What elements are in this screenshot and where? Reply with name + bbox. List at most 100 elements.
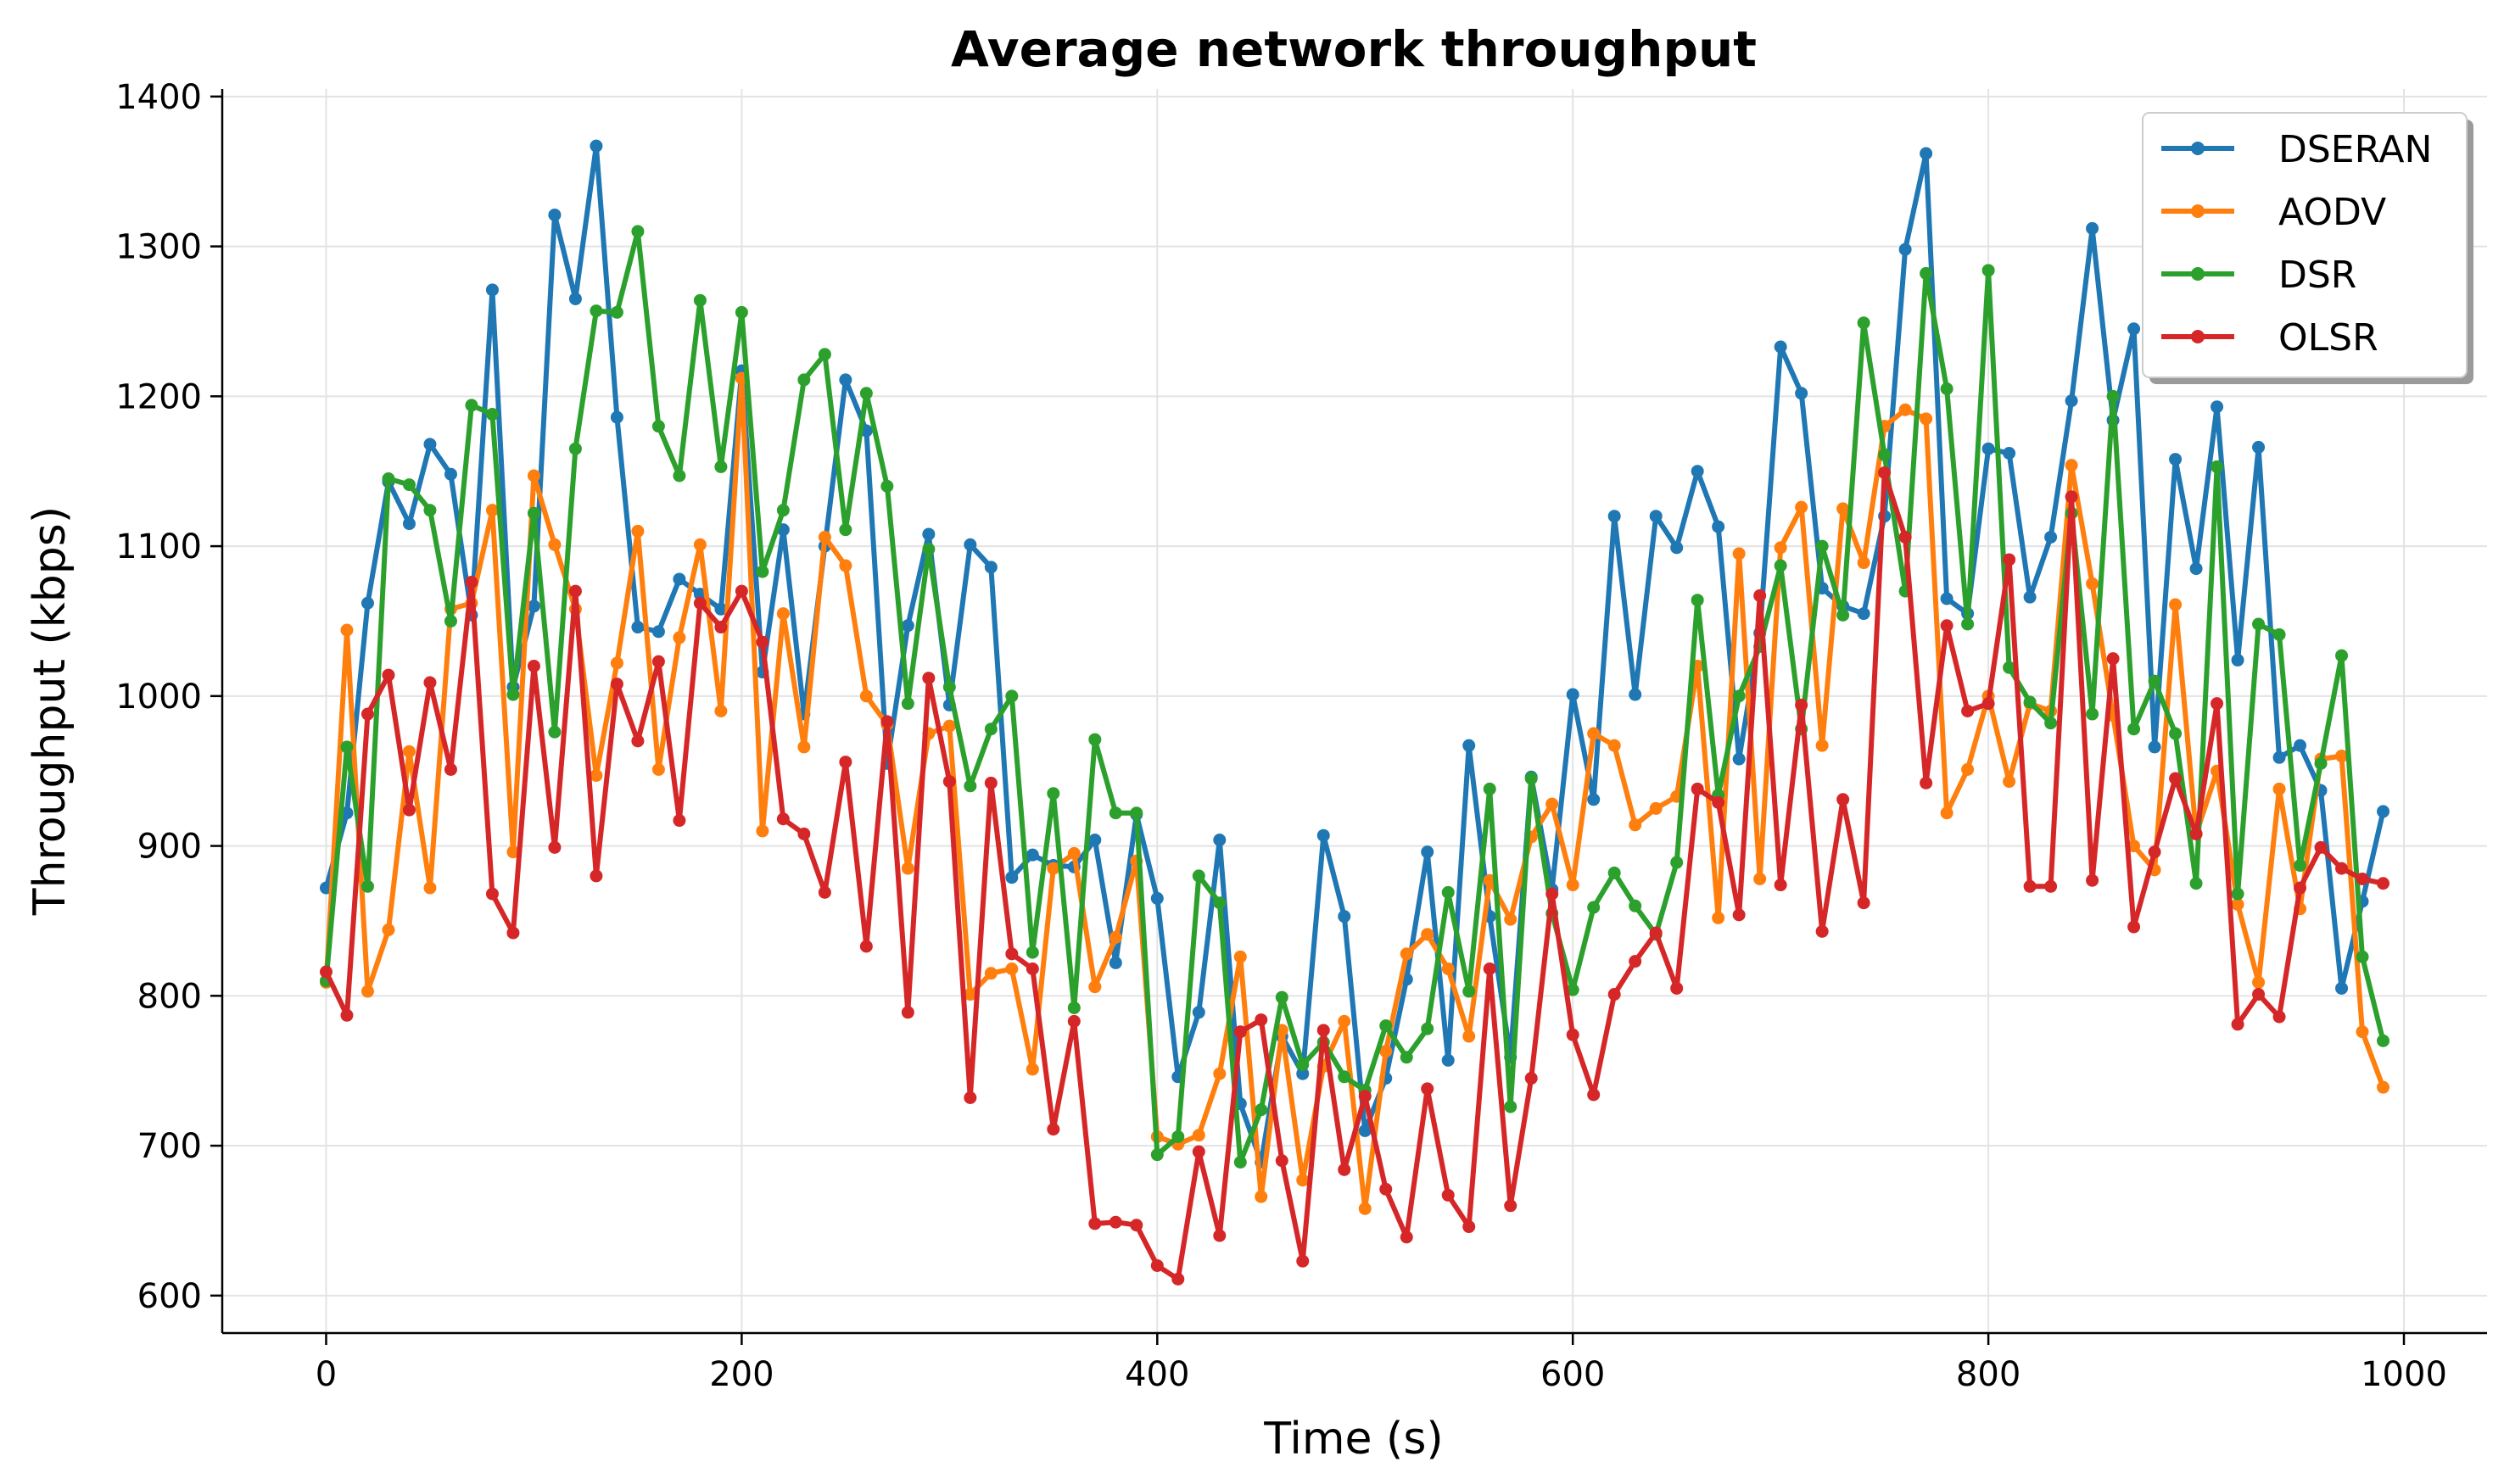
data-point-dseran [2231,653,2244,667]
y-tick-label: 1100 [115,527,202,566]
data-point-dsr [1150,1148,1164,1162]
data-point-dsr [1483,782,1496,795]
data-point-dsr [922,543,936,556]
data-point-dseran [1462,739,1476,752]
data-point-dsr [1462,985,1476,998]
data-point-olsr [2148,845,2161,859]
data-point-aodv [1233,950,1247,963]
series-dsr [319,225,2390,1169]
data-point-dsr [1920,266,1933,280]
data-point-olsr [382,668,395,682]
data-point-olsr [1067,1014,1081,1028]
data-point-olsr [1462,1220,1476,1234]
data-point-dseran [1109,956,1122,969]
data-point-dseran [901,619,914,633]
data-point-dseran [2252,440,2266,454]
data-point-aodv [1047,862,1060,875]
data-point-dseran [1005,871,1019,884]
data-point-aodv [776,607,790,621]
data-point-olsr [2356,872,2369,885]
data-point-olsr [1920,776,1933,789]
data-point-dseran [1316,828,1330,842]
series-olsr [319,466,2390,1286]
data-point-dsr [2169,727,2183,740]
series-line-aodv [323,376,2386,1212]
data-point-aodv [2086,577,2099,590]
data-point-dseran [590,139,603,153]
data-point-dsr [1192,869,1205,883]
data-point-dseran [984,561,998,574]
data-point-dsr [942,680,956,694]
y-tick-label: 800 [137,977,202,1016]
data-point-olsr [693,596,707,610]
data-point-dseran [1857,607,1870,621]
data-point-dsr [880,479,894,493]
data-point-dsr [1607,866,1621,879]
data-point-olsr [1587,1088,1601,1102]
data-point-aodv [651,762,665,776]
data-point-dseran [361,596,374,610]
data-point-dsr [631,225,645,238]
x-tick-label: 200 [709,1355,774,1394]
data-point-dseran [1940,592,1953,605]
data-point-aodv [1421,928,1434,941]
data-point-dseran [2211,400,2224,414]
data-point-aodv [1940,806,1953,820]
data-point-aodv [1920,412,1933,426]
data-point-aodv [1255,1190,1268,1203]
data-point-olsr [1629,955,1642,968]
axes: 0 200 400 600 800 1000 600 700 800 900 1000 1100 120… [115,78,2487,1394]
data-point-dseran [444,467,457,481]
data-point-olsr [2086,873,2099,887]
data-point-dsr [1857,316,1870,330]
y-tick-label: 600 [137,1277,202,1316]
data-point-dsr [2294,859,2307,873]
data-point-dseran [1088,834,1102,847]
data-point-olsr [2003,553,2016,566]
data-point-aodv [1005,962,1019,976]
data-point-dsr [735,305,748,319]
data-point-olsr [1691,782,1704,795]
data-point-aodv [631,524,645,538]
data-point-dsr [651,420,665,433]
data-point-aodv [1213,1067,1227,1080]
data-point-aodv [673,631,686,644]
data-point-dseran [631,621,645,634]
data-point-dsr [1005,689,1019,703]
data-point-dsr [1109,806,1122,820]
data-point-olsr [361,707,374,721]
data-point-dsr [1067,1001,1081,1014]
data-point-dsr [361,879,374,893]
data-point-olsr [590,869,603,883]
data-point-dseran [1192,1006,1205,1019]
data-point-dsr [1504,1100,1517,1113]
legend-label-dseran: DSERAN [2278,128,2432,171]
legend: DSERAN AODV DSR OLSR [2142,112,2473,384]
data-point-olsr [2294,881,2307,895]
data-point-aodv [590,769,603,783]
data-point-aodv [2127,840,2141,853]
data-point-olsr [1857,896,1870,910]
data-point-dsr [1566,983,1579,996]
data-point-olsr [1524,1072,1538,1085]
data-point-olsr [880,715,894,728]
data-point-aodv [1088,980,1102,994]
data-point-dsr [2272,628,2286,641]
data-point-aodv [1441,962,1455,976]
data-point-aodv [2252,975,2266,989]
data-point-dsr [2335,649,2349,662]
data-point-dsr [1940,382,1953,395]
data-point-aodv [756,824,769,838]
data-point-dsr [1774,559,1787,572]
data-point-dsr [984,722,998,736]
data-point-olsr [1441,1188,1455,1202]
data-point-dseran [1358,1124,1372,1137]
chart-title: Average network throughput [951,20,1757,78]
data-point-aodv [2356,1025,2369,1039]
data-point-aodv [1774,541,1787,555]
data-point-olsr [1005,947,1019,961]
data-point-olsr [1421,1082,1434,1096]
data-point-olsr [1088,1217,1102,1230]
data-point-olsr [1483,962,1496,976]
